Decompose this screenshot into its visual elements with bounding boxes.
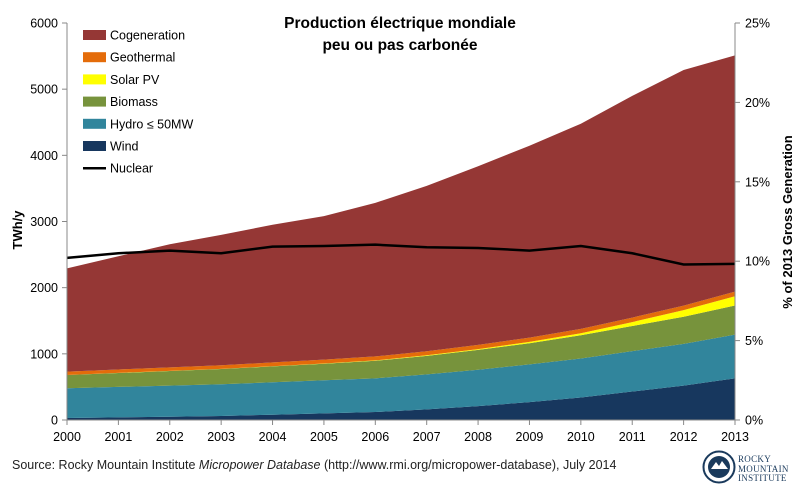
rmi-logo-line2: MOUNTAIN	[738, 463, 789, 474]
legend-label-geothermal: Geothermal	[110, 51, 175, 65]
x-tick-label: 2005	[310, 430, 338, 444]
x-tick-label: 2002	[156, 430, 184, 444]
area-wind	[67, 378, 735, 420]
nuclear-line-layer	[66, 243, 736, 266]
rmi-logo: ROCKY MOUNTAIN INSTITUTE	[702, 450, 794, 488]
y-tick-label-right: 25%	[745, 17, 770, 31]
x-tick-label: 2004	[259, 430, 287, 444]
x-tick-label: 2010	[567, 430, 595, 444]
area-biomass	[67, 305, 735, 389]
chart-title-line1: Production électrique mondiale	[284, 15, 516, 32]
x-tick-label: 2013	[721, 430, 749, 444]
legend-swatch-hydro-50mw	[83, 118, 106, 129]
chart-title-line2: peu ou pas carbonée	[322, 37, 477, 54]
y-tick-label-left: 0	[51, 414, 58, 428]
x-tick-label: 2012	[670, 430, 698, 444]
legend-swatch-geothermal	[83, 52, 106, 63]
legend-label-nuclear: Nuclear	[110, 162, 153, 176]
legend-label-wind: Wind	[110, 140, 139, 154]
y-axis-label-right: % of 2013 Gross Generation	[780, 135, 795, 308]
legend-swatch-solar-pv	[83, 74, 106, 85]
x-tick-label: 2011	[619, 430, 646, 444]
axes: 0 1000 2000 3000 4000 5000 6000 0% 5% 10% 15% 20% 25…	[30, 17, 770, 445]
y-tick-label-right: 20%	[745, 96, 770, 110]
rmi-logo-line3: INSTITUTE	[738, 473, 787, 483]
rmi-logo-line1: ROCKY	[738, 454, 772, 464]
legend-label-hydro-50mw: Hydro ≤ 50MW	[110, 117, 193, 131]
y-tick-label-left: 6000	[30, 17, 58, 31]
legend-swatch-cogeneration	[83, 30, 106, 40]
y-tick-label-left: 4000	[30, 149, 58, 163]
x-tick-label: 2007	[413, 430, 441, 444]
y-tick-label-right: 5%	[745, 334, 763, 348]
x-tick-label: 2003	[207, 430, 235, 444]
y-tick-label-left: 5000	[30, 83, 58, 97]
y-axis-label-left: TWh/y	[10, 210, 25, 250]
x-tick-label: 2009	[516, 430, 544, 444]
legend-label-biomass: Biomass	[110, 95, 158, 109]
rmi-logo-text: ROCKY MOUNTAIN INSTITUTE	[738, 454, 789, 484]
source-database-name: Micropower Database	[198, 458, 321, 472]
x-tick-label: 2008	[464, 430, 492, 444]
area-hydro-50mw	[67, 334, 735, 419]
x-tick-label: 2001	[104, 430, 132, 444]
legend-label-solar-pv: Solar PV	[110, 73, 160, 87]
source-suffix: (http://www.rmi.org/micropower-database)…	[320, 458, 617, 472]
source-note: Source: Rocky Mountain Institute Micropo…	[12, 458, 616, 472]
rmi-globe-icon	[702, 450, 736, 484]
legend-swatch-biomass	[83, 96, 106, 107]
y-tick-label-left: 1000	[30, 347, 58, 361]
y-tick-label-left: 2000	[30, 281, 58, 295]
x-tick-label: 2006	[361, 430, 389, 444]
line-nuclear	[66, 243, 736, 266]
y-tick-label-right: 0%	[745, 414, 763, 428]
legend-label-cogeneration: Cogeneration	[110, 29, 185, 43]
area-layers	[67, 55, 735, 420]
legend: Cogeneration Geothermal Solar PV Biomass Hyd…	[83, 29, 193, 176]
y-tick-label-left: 3000	[30, 215, 58, 229]
area-cogeneration	[67, 55, 735, 372]
source-prefix: Source: Rocky Mountain Institute	[12, 458, 199, 472]
y-tick-label-right: 10%	[745, 255, 770, 269]
y-tick-label-right: 15%	[745, 175, 770, 189]
legend-swatch-wind	[83, 141, 106, 151]
x-tick-label: 2000	[53, 430, 81, 444]
